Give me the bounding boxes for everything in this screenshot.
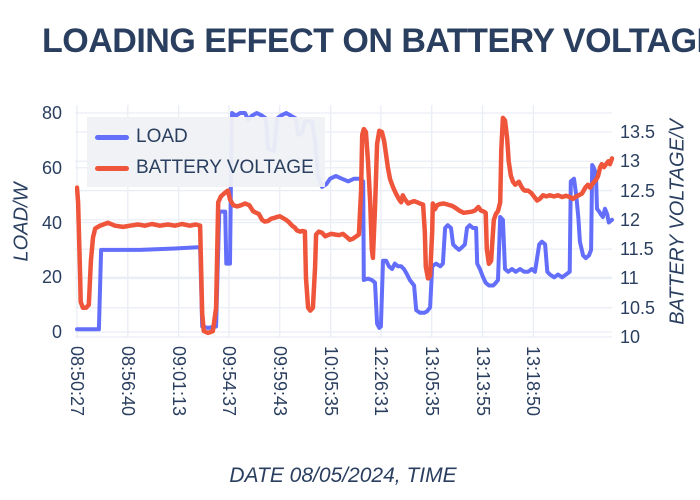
x-tick-label: 13:18:50 xyxy=(523,346,544,417)
voltage-series-swatch xyxy=(95,165,129,171)
y-right-tick-label: 11 xyxy=(620,268,639,289)
y-left-tick-label: 0 xyxy=(51,322,62,342)
x-tick-label: 13:05:35 xyxy=(421,346,442,417)
y-right-tick-label: 13 xyxy=(620,151,641,172)
x-tick-label: 09:54:37 xyxy=(218,346,239,417)
y-right-tick-label: 10 xyxy=(620,327,641,347)
y-right-tick-label: 12 xyxy=(620,209,641,230)
x-tick-label: 09:59:43 xyxy=(269,346,290,417)
x-tick-label: 12:26:31 xyxy=(370,346,391,417)
y-left-tick-label: 40 xyxy=(41,212,62,233)
y-right-tick-label: 10.5 xyxy=(620,297,656,318)
left-axis-title: LOAD/W xyxy=(10,182,33,262)
x-axis-title: DATE 08/05/2024, TIME xyxy=(229,464,457,487)
x-tick-label: 13:13:55 xyxy=(472,346,493,417)
legend-item-load[interactable]: LOAD xyxy=(95,122,188,152)
y-right-tick-label: 13.5 xyxy=(620,122,656,142)
load-series-line[interactable] xyxy=(75,111,614,332)
y-left-tick-label: 20 xyxy=(41,267,62,288)
load-series-swatch xyxy=(95,134,129,140)
y-left-tick-label: 60 xyxy=(41,157,62,178)
x-tick-label: 10:05:35 xyxy=(320,346,341,417)
x-tick-label: 09:01:13 xyxy=(168,346,189,417)
legend-item-battery-voltage[interactable]: BATTERY VOLTAGE xyxy=(95,153,314,183)
legend-label-battery-voltage: BATTERY VOLTAGE xyxy=(136,157,314,178)
y-left-tick-label: 80 xyxy=(41,103,62,123)
right-axis-title: BATTERY VOLTAGE/V xyxy=(666,119,689,325)
x-tick-label: 08:50:27 xyxy=(67,346,87,417)
battery-voltage-series-line[interactable] xyxy=(75,115,615,336)
chart-title: LOADING EFFECT ON BATTERY VOLTAGE xyxy=(42,22,700,60)
legend-label-load: LOAD xyxy=(136,126,188,147)
y-right-tick-label: 12.5 xyxy=(620,180,656,201)
x-tick-label: 08:56:40 xyxy=(117,346,138,417)
legend: LOAD BATTERY VOLTAGE xyxy=(87,117,325,187)
y-right-tick-label: 11.5 xyxy=(620,239,654,260)
